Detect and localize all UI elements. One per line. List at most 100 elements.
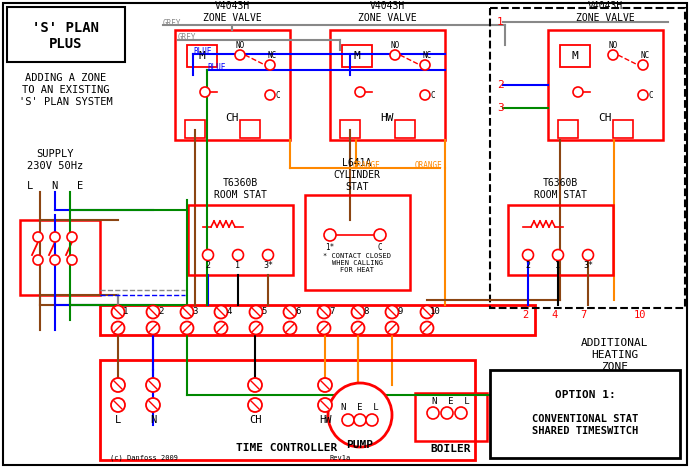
Bar — [175, 30, 290, 140]
Circle shape — [215, 322, 228, 335]
Bar — [490, 370, 680, 458]
Text: * CONTACT CLOSED
WHEN CALLING
FOR HEAT: * CONTACT CLOSED WHEN CALLING FOR HEAT — [323, 253, 391, 273]
Circle shape — [522, 249, 533, 261]
Text: T6360B
ROOM STAT: T6360B ROOM STAT — [214, 178, 266, 200]
Text: CONVENTIONAL STAT
SHARED TIMESWITCH: CONVENTIONAL STAT SHARED TIMESWITCH — [532, 414, 638, 436]
Text: NC: NC — [640, 51, 649, 59]
Circle shape — [573, 87, 583, 97]
Text: 2: 2 — [497, 80, 504, 90]
Text: BOILER: BOILER — [431, 444, 471, 454]
Circle shape — [324, 229, 336, 241]
Circle shape — [318, 378, 332, 392]
Text: 1*: 1* — [326, 242, 335, 251]
Text: 8: 8 — [364, 307, 368, 316]
Circle shape — [265, 90, 275, 100]
Circle shape — [317, 306, 331, 319]
Text: PUMP: PUMP — [346, 440, 373, 450]
Text: NO: NO — [609, 41, 618, 50]
Text: 4: 4 — [226, 307, 232, 316]
Bar — [187, 45, 217, 67]
Text: HW: HW — [319, 415, 331, 425]
Circle shape — [233, 249, 244, 261]
Text: SUPPLY
230V 50Hz: SUPPLY 230V 50Hz — [27, 149, 83, 171]
Text: 1: 1 — [235, 261, 241, 270]
Circle shape — [146, 322, 159, 335]
Text: NC: NC — [268, 51, 277, 59]
Text: N  E  L: N E L — [432, 396, 470, 405]
Circle shape — [317, 322, 331, 335]
Text: 6: 6 — [295, 307, 301, 316]
Circle shape — [638, 90, 648, 100]
Text: 2: 2 — [158, 307, 164, 316]
Bar — [240, 120, 260, 138]
Text: 3: 3 — [497, 103, 504, 113]
Text: NO: NO — [235, 41, 245, 50]
Bar — [305, 195, 410, 290]
Text: 1: 1 — [555, 261, 560, 270]
Text: ADDITIONAL
HEATING
ZONE: ADDITIONAL HEATING ZONE — [581, 338, 649, 372]
Text: 1: 1 — [497, 17, 504, 27]
Text: NO: NO — [391, 41, 400, 50]
Text: 9: 9 — [397, 307, 403, 316]
Circle shape — [67, 232, 77, 242]
Text: M: M — [571, 51, 578, 61]
Bar — [415, 393, 487, 441]
Text: BLUE: BLUE — [193, 47, 212, 57]
Circle shape — [33, 255, 43, 265]
Circle shape — [67, 255, 77, 265]
Circle shape — [202, 249, 213, 261]
Text: 7: 7 — [329, 307, 335, 316]
Text: GREY: GREY — [163, 19, 181, 28]
Circle shape — [146, 306, 159, 319]
Text: V4043H
ZONE VALVE: V4043H ZONE VALVE — [575, 1, 634, 23]
Circle shape — [50, 255, 60, 265]
Bar — [7, 7, 125, 62]
Circle shape — [284, 306, 297, 319]
Text: C: C — [377, 242, 382, 251]
Text: L: L — [115, 415, 121, 425]
Text: T6360B
ROOM STAT: T6360B ROOM STAT — [533, 178, 586, 200]
Text: 'S' PLAN
PLUS: 'S' PLAN PLUS — [32, 21, 99, 51]
Circle shape — [420, 90, 430, 100]
Circle shape — [355, 87, 365, 97]
Text: ORANGE: ORANGE — [415, 161, 443, 169]
Circle shape — [112, 322, 124, 335]
Text: M: M — [199, 51, 206, 61]
Text: V4043H
ZONE VALVE: V4043H ZONE VALVE — [357, 1, 416, 23]
Circle shape — [146, 398, 160, 412]
Circle shape — [638, 60, 648, 70]
Text: N: N — [150, 415, 156, 425]
Text: NC: NC — [422, 51, 432, 59]
Circle shape — [553, 249, 564, 261]
Bar — [560, 45, 590, 67]
Bar — [490, 8, 685, 308]
Bar — [558, 120, 578, 138]
Bar — [330, 30, 445, 140]
Bar — [100, 305, 535, 335]
Circle shape — [250, 322, 262, 335]
Circle shape — [181, 322, 193, 335]
Text: N  E  L: N E L — [341, 402, 379, 411]
Text: CH: CH — [249, 415, 262, 425]
Text: M: M — [353, 51, 360, 61]
Text: ADDING A ZONE
TO AN EXISTING
'S' PLAN SYSTEM: ADDING A ZONE TO AN EXISTING 'S' PLAN SY… — [19, 73, 113, 107]
Text: 3*: 3* — [263, 261, 273, 270]
Circle shape — [354, 414, 366, 426]
Circle shape — [111, 378, 125, 392]
Text: 2: 2 — [206, 261, 210, 270]
Circle shape — [582, 249, 593, 261]
Circle shape — [146, 378, 160, 392]
Text: L   N   E: L N E — [27, 181, 83, 191]
Text: V4043H
ZONE VALVE: V4043H ZONE VALVE — [203, 1, 262, 23]
Text: 3: 3 — [193, 307, 198, 316]
Circle shape — [112, 306, 124, 319]
Circle shape — [342, 414, 354, 426]
Circle shape — [386, 306, 399, 319]
Text: 2: 2 — [522, 310, 528, 320]
Circle shape — [284, 322, 297, 335]
Circle shape — [33, 232, 43, 242]
Text: Rev1a: Rev1a — [330, 455, 351, 461]
Circle shape — [390, 50, 400, 60]
Circle shape — [374, 229, 386, 241]
Text: 7: 7 — [580, 310, 586, 320]
